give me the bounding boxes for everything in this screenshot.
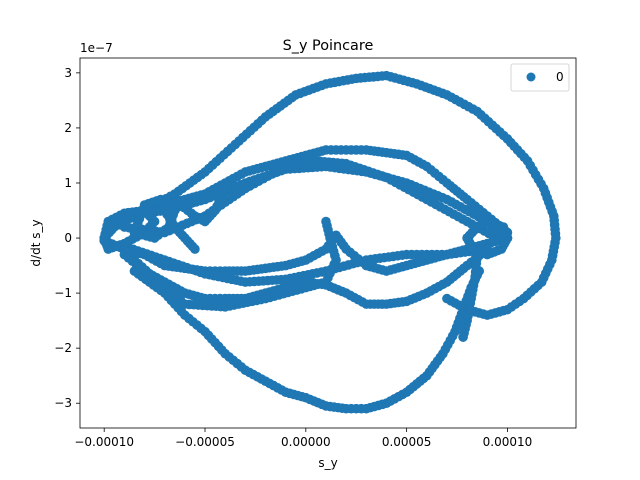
y-tick-label: −2 (54, 341, 72, 355)
scatter-point (442, 293, 452, 304)
y-tick-label: 2 (64, 121, 72, 135)
x-axis-label: s_y (318, 456, 337, 470)
x-tick-label: 0.00010 (483, 435, 533, 449)
legend-marker (526, 72, 536, 82)
y-axis-label: d/dt s_y (29, 219, 43, 266)
scatter-point (99, 233, 109, 243)
scatter-point (129, 227, 140, 238)
x-tick-label: 0.00000 (281, 435, 331, 449)
y-axis-ticks: −3 −2 −1 0 1 2 3 (54, 66, 80, 410)
legend-label: 0 (556, 70, 564, 84)
legend-box (510, 63, 570, 92)
y-offset-label: 1e−7 (80, 41, 113, 55)
scatter-point (458, 332, 468, 342)
x-tick-label: −0.00010 (74, 435, 134, 449)
x-tick-label: 0.00005 (382, 435, 432, 449)
chart-title: S_y Poincare (283, 38, 374, 54)
scatter-point (220, 183, 230, 194)
scatter-point (190, 244, 200, 254)
y-tick-label: −3 (54, 396, 72, 410)
y-tick-label: 0 (64, 231, 72, 245)
axes-frame (79, 57, 577, 429)
scatter-point (321, 216, 331, 227)
x-axis-ticks: −0.00010 −0.00005 0.00000 0.00005 0.00010 (74, 428, 532, 449)
legend: 0 (510, 63, 570, 92)
x-tick-label: −0.00005 (175, 435, 235, 449)
scatter-markers (99, 70, 561, 414)
y-tick-label: 3 (64, 66, 72, 80)
y-tick-label: 1 (64, 176, 72, 190)
scatter-point (462, 233, 472, 243)
y-tick-label: −1 (54, 286, 72, 300)
